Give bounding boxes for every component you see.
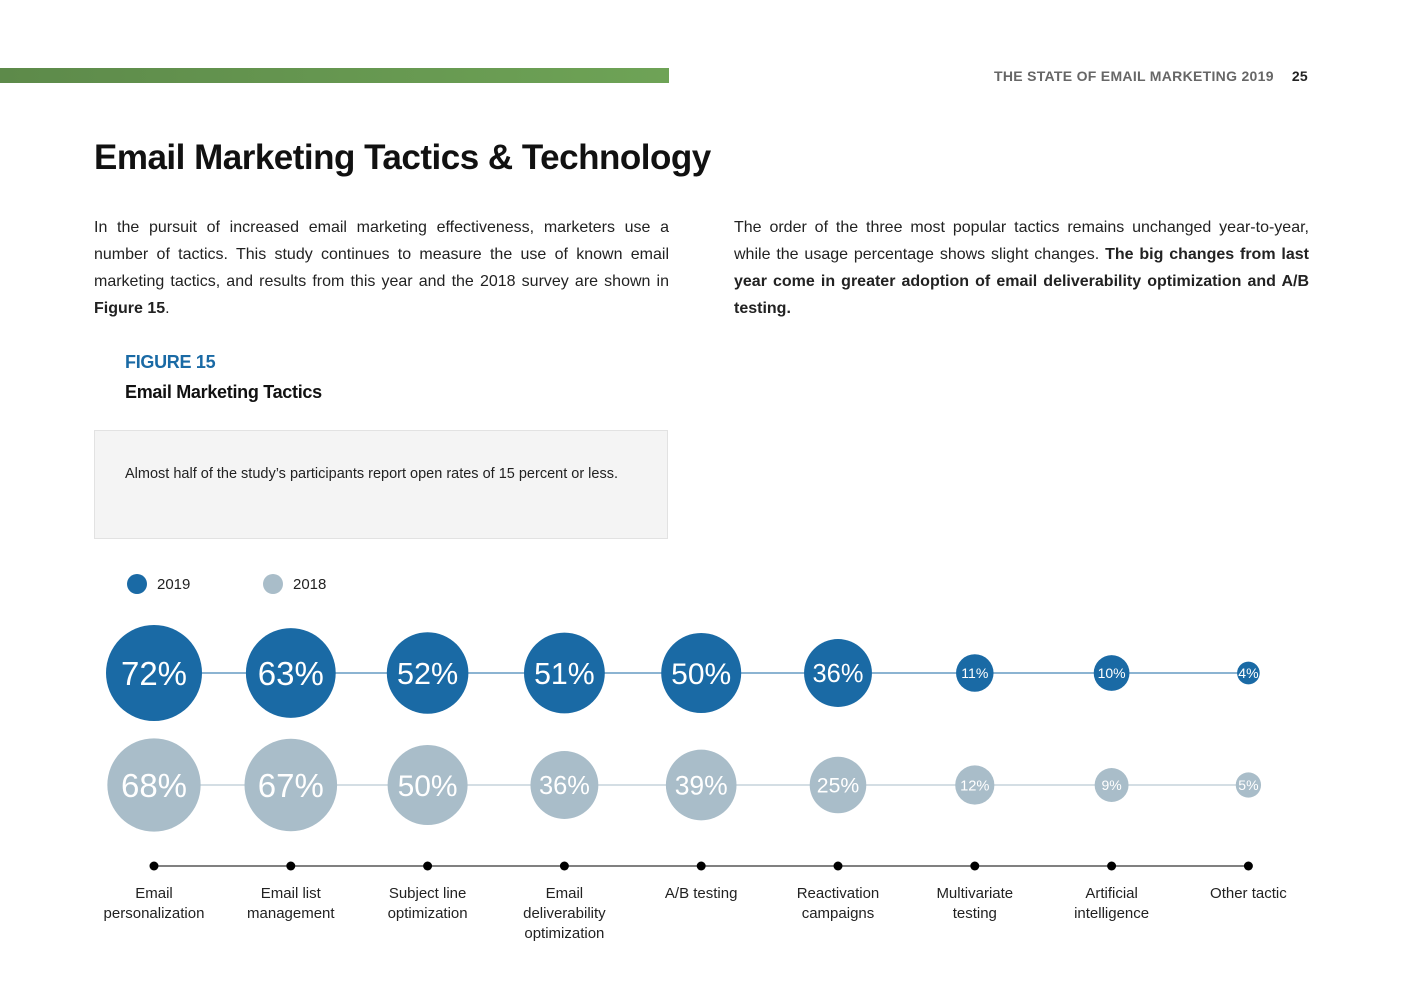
category-label: Email deliverability optimization — [523, 885, 606, 942]
bubble-2019 — [661, 633, 742, 713]
bubble-value-label: 12% — [960, 778, 989, 794]
axis-dot — [559, 861, 569, 871]
legend-2019-label: 2019 — [157, 576, 191, 593]
bubble-2018 — [955, 765, 995, 805]
bubble-2019 — [956, 654, 994, 692]
bubble-2018 — [530, 751, 599, 819]
bubble-value-label: 67% — [258, 767, 324, 804]
bubble-value-label: 50% — [398, 770, 458, 803]
bubble-2018 — [1235, 772, 1262, 798]
legend-2019-swatch — [127, 574, 147, 594]
bubble-value-label: 39% — [675, 771, 728, 801]
axis-dot — [286, 861, 296, 871]
category-label: Reactivation campaigns — [796, 885, 880, 922]
axis-dot — [1107, 861, 1117, 871]
bubble-2019 — [1237, 661, 1260, 685]
axis-dot — [970, 861, 980, 871]
axis-dot — [423, 861, 433, 871]
category-label: Multivariate testing — [936, 885, 1014, 922]
bubble-value-label: 50% — [671, 658, 731, 691]
page-number: 25 — [1291, 68, 1308, 84]
header-accent-bar — [0, 68, 669, 83]
axis-dot — [1243, 861, 1253, 871]
bubble-2018 — [1094, 768, 1129, 802]
figure-label: FIGURE 15 — [125, 352, 216, 372]
bubble-2018 — [244, 738, 338, 832]
bubble-2019 — [1093, 655, 1130, 691]
category-label: Email personalization — [103, 885, 205, 922]
bubble-value-label: 36% — [539, 772, 590, 800]
bubble-value-label: 72% — [121, 655, 187, 692]
bubble-value-label: 5% — [1238, 777, 1258, 793]
bubble-2018 — [107, 738, 201, 832]
axis-dot — [833, 861, 843, 871]
figure-reference: Figure 15 — [94, 300, 166, 317]
bubble-value-label: 36% — [813, 660, 864, 688]
section-title: Email Marketing Tactics & Technology — [94, 138, 711, 177]
bubble-value-label: 63% — [258, 655, 324, 692]
intro-paragraph-left: In the pursuit of increased email market… — [94, 214, 669, 322]
figure-title: Email Marketing Tactics — [125, 382, 322, 402]
bubble-value-label: 10% — [1098, 665, 1126, 681]
legend-2018-swatch — [263, 574, 283, 594]
bubble-2019 — [386, 632, 469, 714]
bubble-2019 — [245, 628, 336, 718]
legend-2018-label: 2018 — [293, 576, 327, 593]
left-paragraph-end: . — [165, 300, 170, 317]
right-paragraph-bold: The big changes from last year come in g… — [734, 246, 1309, 317]
category-label: A/B testing — [664, 885, 738, 902]
left-paragraph-text: In the pursuit of increased email market… — [94, 219, 669, 290]
bubble-value-label: 52% — [397, 657, 458, 691]
bubble-2018 — [665, 749, 737, 821]
bubble-2019 — [524, 632, 605, 714]
bubble-value-label: 4% — [1238, 665, 1258, 681]
bubble-value-label: 51% — [534, 658, 595, 691]
running-title: THE STATE OF EMAIL MARKETING 2019 — [993, 68, 1274, 84]
axis-dot — [696, 861, 706, 871]
bubble-2019 — [804, 639, 872, 707]
category-label: Email list management — [247, 885, 335, 922]
bubble-2018 — [387, 745, 468, 825]
bubble-value-label: 9% — [1101, 777, 1121, 793]
category-label: Other tactic — [1210, 885, 1287, 902]
callout-box: Almost half of the study’s participants … — [94, 430, 668, 539]
bubble-value-label: 25% — [817, 775, 860, 798]
axis-dot — [149, 861, 159, 871]
bubble-2018 — [809, 756, 867, 814]
bubble-value-label: 11% — [961, 665, 988, 681]
right-paragraph-text: The order of the three most popular tact… — [734, 219, 1309, 263]
tactics-bubble-chart: 72% 63% 52% 51% 50% 36% 11% 10% 4% 68% 67% 50% 36% 39… — [106, 625, 1262, 871]
category-label: Artificial intelligence — [1074, 885, 1150, 922]
bubble-value-label: 68% — [121, 767, 187, 804]
intro-paragraph-right: The order of the three most popular tact… — [734, 214, 1309, 322]
bubble-2019 — [106, 625, 202, 721]
callout-text: Almost half of the study’s participants … — [125, 466, 618, 482]
category-label: Subject line optimization — [387, 885, 468, 922]
running-header: THE STATE OF EMAIL MARKETING 2019 25 — [994, 68, 1308, 84]
